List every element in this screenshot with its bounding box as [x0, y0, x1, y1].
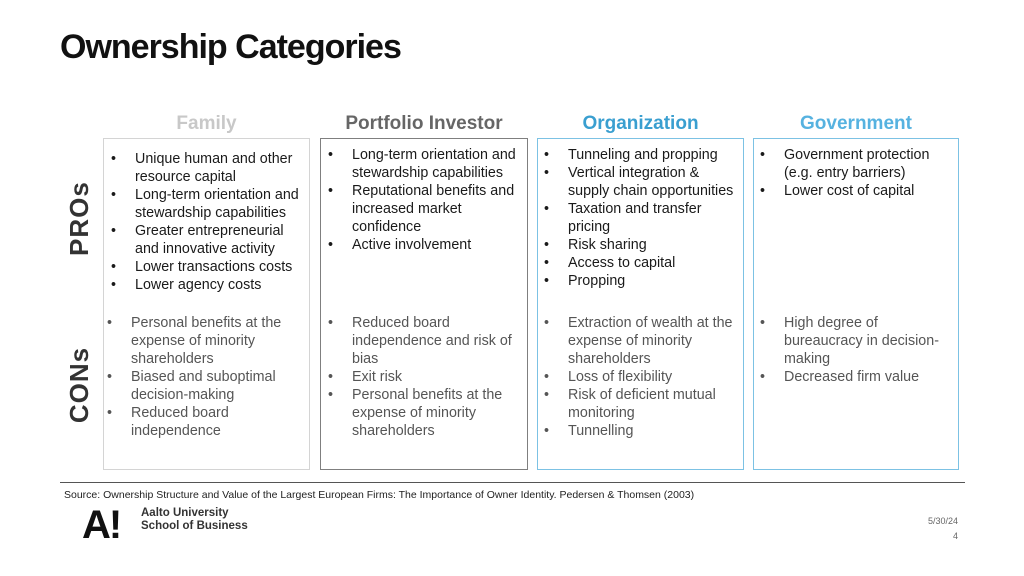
page-number: 4 — [952, 531, 958, 541]
list-item: Risk sharing — [542, 236, 742, 254]
list-item: High degree of bureaucracy in decision-m… — [758, 314, 954, 368]
list-item: Extraction of wealth at the expense of m… — [542, 314, 740, 368]
organization-cons-list: Extraction of wealth at the expense of m… — [542, 314, 740, 440]
list-item: Risk of deficient mutual monitoring — [542, 386, 740, 422]
list-item: Access to capital — [542, 254, 742, 272]
logo-line-1: Aalto University — [141, 507, 229, 519]
slide-date: 5/30/24 — [927, 516, 958, 526]
list-item: Reputational benefits and increased mark… — [326, 182, 526, 236]
list-item: Unique human and other resource capital — [109, 150, 309, 186]
column-header-family: Family — [176, 113, 237, 134]
list-item: Vertical integration & supply chain oppo… — [542, 164, 742, 200]
column-header-government: Government — [800, 113, 912, 134]
list-item: Active involvement — [326, 236, 526, 254]
logo-line-2: School of Business — [141, 520, 248, 532]
list-item: Lower transactions costs — [109, 258, 309, 276]
portfolio-investor-cons-list: Reduced board independence and risk of b… — [326, 314, 524, 440]
row-label-cons: CONs — [64, 346, 94, 424]
government-pros-list: Government protection (e.g. entry barrie… — [758, 146, 956, 200]
list-item: Lower cost of capital — [758, 182, 956, 200]
list-item: Reduced board independence and risk of b… — [326, 314, 524, 368]
page-title: Ownership Categories — [60, 28, 402, 66]
aalto-logo-icon: A! — [82, 503, 122, 547]
column-header-portfolio-investor: Portfolio Investor — [345, 113, 503, 134]
list-item: Biased and suboptimal decision-making — [105, 368, 305, 404]
list-item: Tunneling and propping — [542, 146, 742, 164]
list-item: Government protection (e.g. entry barrie… — [758, 146, 956, 182]
government-cons-list: High degree of bureaucracy in decision-m… — [758, 314, 954, 386]
list-item: Propping — [542, 272, 742, 290]
list-item: Decreased firm value — [758, 368, 954, 386]
list-item: Long-term orientation and stewardship ca… — [326, 146, 526, 182]
column-header-organization: Organization — [582, 113, 699, 134]
logo-text: Aalto University School of Business — [141, 507, 248, 533]
list-item: Personal benefits at the expense of mino… — [326, 386, 524, 440]
list-item: Lower agency costs — [109, 276, 309, 294]
row-label-pros: PROs — [64, 181, 94, 256]
list-item: Personal benefits at the expense of mino… — [105, 314, 305, 368]
list-item: Taxation and transfer pricing — [542, 200, 742, 236]
organization-pros-list: Tunneling and propping Vertical integrat… — [542, 146, 742, 290]
source-citation: Source: Ownership Structure and Value of… — [64, 489, 695, 501]
list-item: Reduced board independence — [105, 404, 305, 440]
family-cons-list: Personal benefits at the expense of mino… — [105, 314, 305, 440]
list-item: Loss of flexibility — [542, 368, 740, 386]
list-item: Tunnelling — [542, 422, 740, 440]
list-item: Greater entrepreneurial and innovative a… — [109, 222, 309, 258]
family-pros-list: Unique human and other resource capital … — [109, 150, 309, 294]
footer-divider — [60, 482, 965, 483]
list-item: Exit risk — [326, 368, 524, 386]
list-item: Long-term orientation and stewardship ca… — [109, 186, 309, 222]
portfolio-investor-pros-list: Long-term orientation and stewardship ca… — [326, 146, 526, 254]
